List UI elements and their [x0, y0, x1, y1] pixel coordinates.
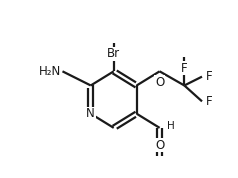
Text: F: F	[206, 70, 212, 83]
Text: H₂N: H₂N	[39, 65, 62, 78]
Text: F: F	[181, 62, 188, 75]
Text: O: O	[155, 139, 164, 152]
Text: O: O	[155, 76, 164, 89]
Text: H: H	[167, 121, 175, 131]
Text: N: N	[86, 107, 95, 120]
Text: F: F	[206, 95, 212, 108]
Text: Br: Br	[107, 48, 120, 61]
